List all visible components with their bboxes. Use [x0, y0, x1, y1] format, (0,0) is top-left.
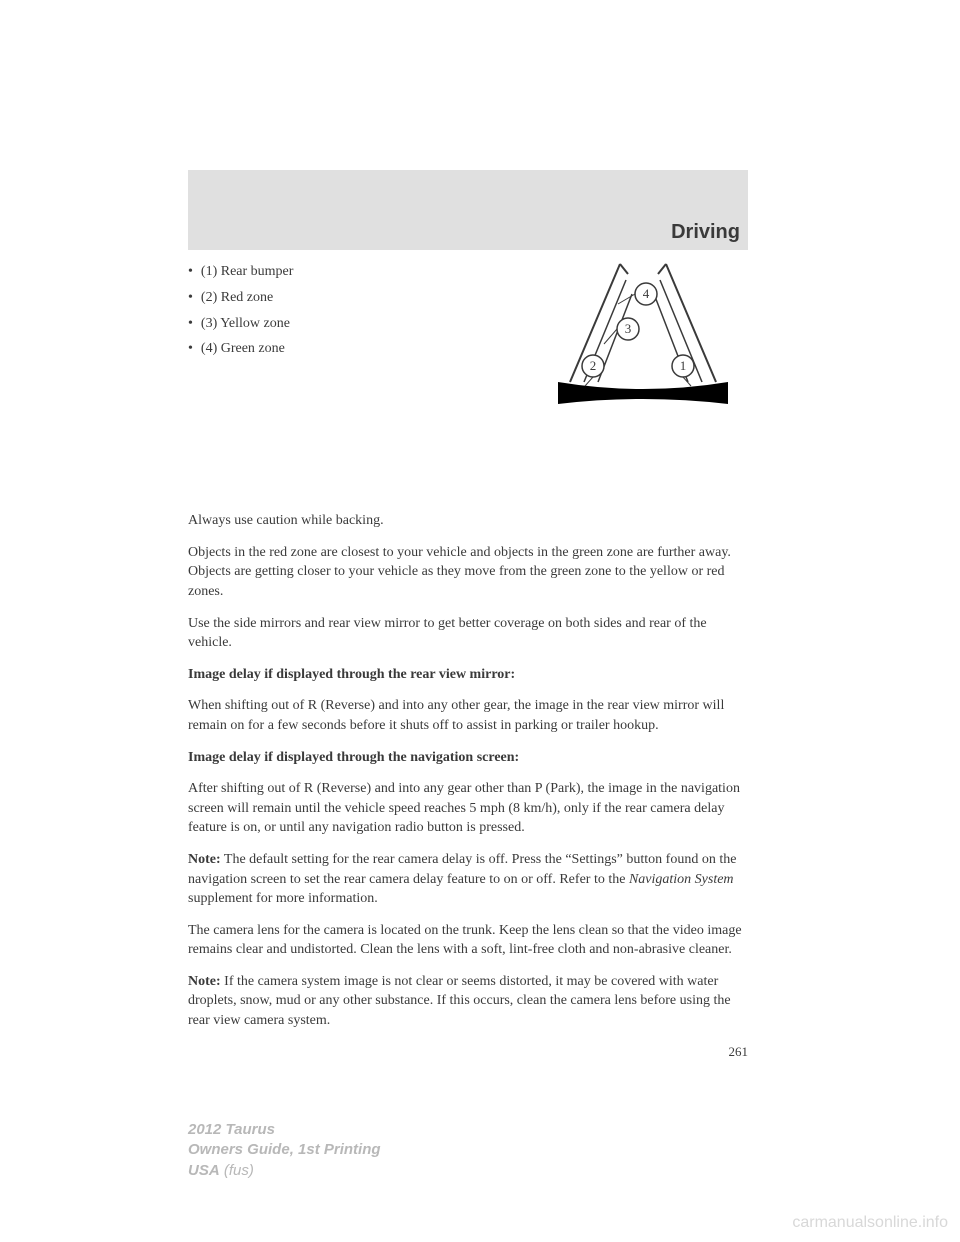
paragraph: When shifting out of R (Reverse) and int…	[188, 696, 748, 735]
paragraph: Note: The default setting for the rear c…	[188, 850, 748, 909]
footer-line: 2012 Taurus	[188, 1120, 381, 1140]
text: If the camera system image is not clear …	[188, 974, 731, 1028]
paragraph: Note: If the camera system image is not …	[188, 972, 748, 1031]
paragraph: Objects in the red zone are closest to y…	[188, 543, 748, 602]
paragraph: Always use caution while backing.	[188, 511, 748, 531]
footer-region: USA	[188, 1162, 220, 1179]
subheading: Image delay if displayed through the nav…	[188, 748, 748, 768]
note-label: Note:	[188, 974, 221, 989]
footer: 2012 Taurus Owners Guide, 1st Printing U…	[188, 1120, 381, 1181]
header-bar: Driving	[188, 170, 748, 250]
reference: Navigation System	[629, 872, 734, 887]
page-number: 261	[188, 1043, 748, 1061]
paragraph: After shifting out of R (Reverse) and in…	[188, 779, 748, 838]
footer-line: USA (fus)	[188, 1161, 381, 1181]
svg-text:4: 4	[643, 286, 650, 301]
body-text: Always use caution while backing. Object…	[188, 511, 748, 1061]
section-title: Driving	[671, 221, 748, 244]
subheading: Image delay if displayed through the rea…	[188, 665, 748, 685]
rear-camera-zone-diagram: 1 2 3 4	[548, 254, 738, 414]
note-label: Note:	[188, 852, 221, 867]
text: supplement for more information.	[188, 891, 378, 906]
paragraph: The camera lens for the camera is locate…	[188, 921, 748, 960]
svg-text:2: 2	[590, 358, 597, 373]
page-content: (1) Rear bumper (2) Red zone (3) Yellow …	[188, 260, 748, 1061]
footer-line: Owners Guide, 1st Printing	[188, 1140, 381, 1160]
svg-text:1: 1	[680, 358, 687, 373]
paragraph: Use the side mirrors and rear view mirro…	[188, 614, 748, 653]
watermark: carmanualsonline.info	[792, 1214, 948, 1232]
svg-text:3: 3	[625, 321, 632, 336]
footer-code: (fus)	[220, 1162, 254, 1179]
